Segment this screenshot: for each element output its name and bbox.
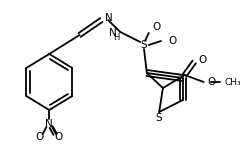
Text: S: S [141,40,147,50]
Text: CH₃: CH₃ [225,78,241,86]
Text: O: O [152,22,161,32]
Text: N: N [109,28,117,38]
Text: O: O [207,77,216,87]
Text: O: O [36,132,44,142]
Text: S: S [156,113,162,123]
Text: H: H [113,33,120,41]
Text: N: N [105,13,113,23]
Text: O: O [169,36,177,46]
Text: O: O [55,132,63,142]
Text: O: O [198,55,206,65]
Text: N: N [45,119,53,129]
